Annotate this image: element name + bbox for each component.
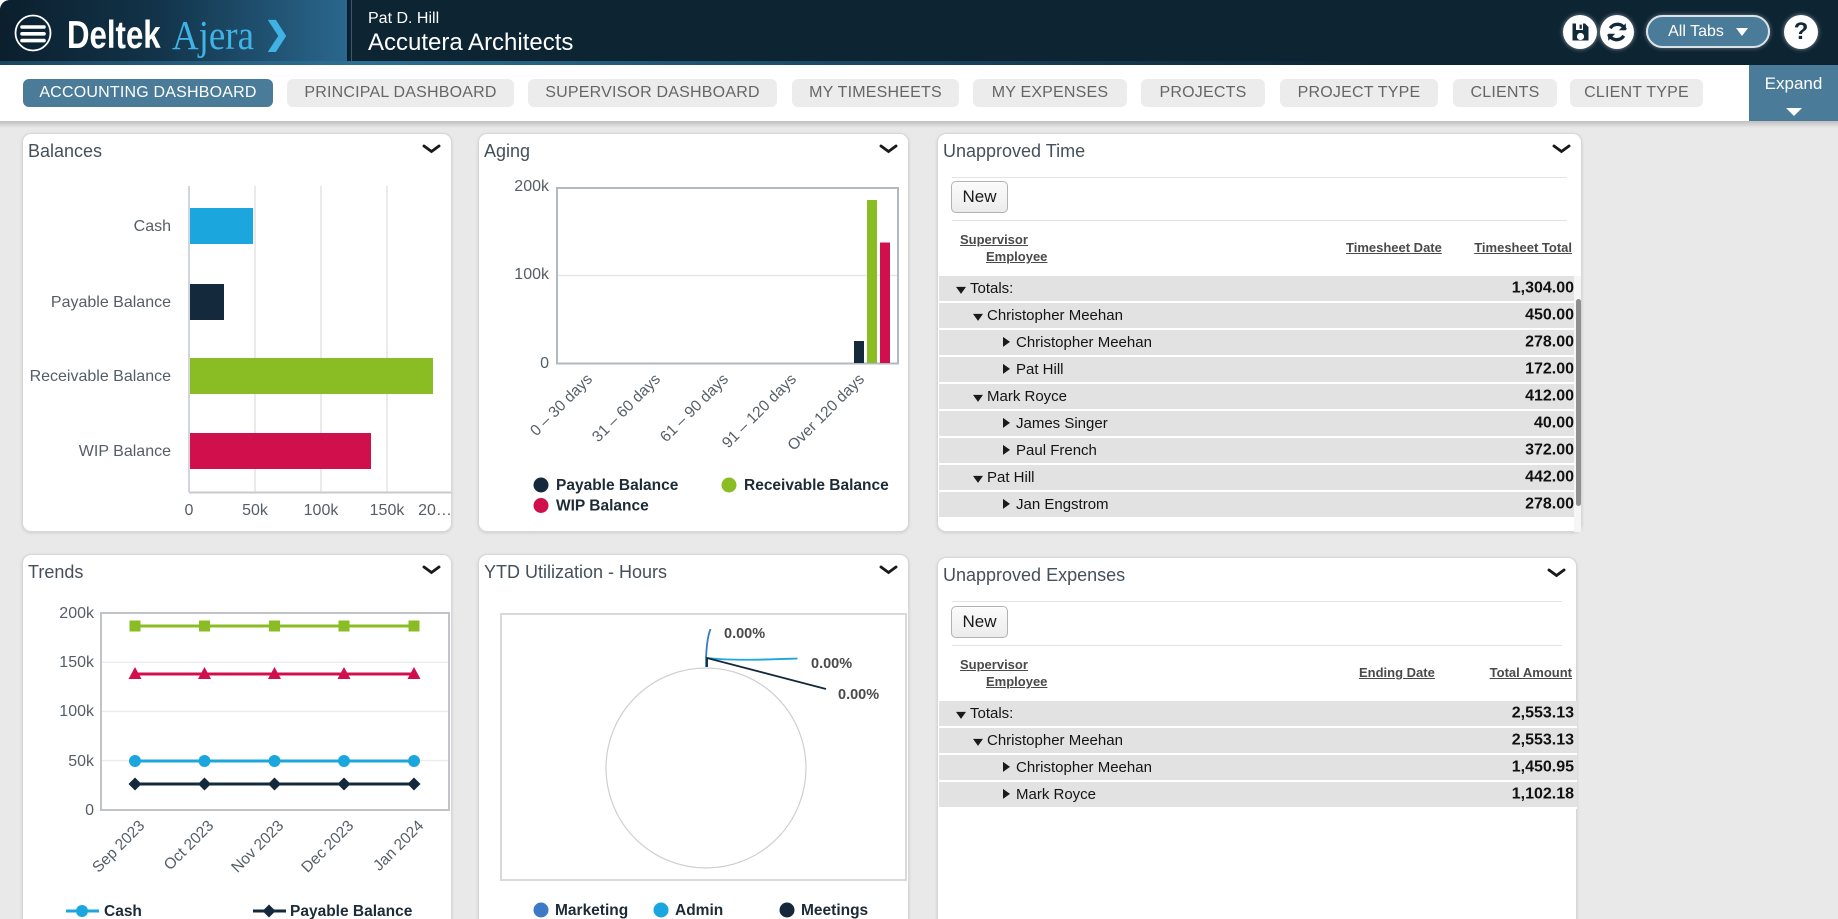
svg-text:200k: 200k [514,178,550,195]
svg-text:Sep 2023: Sep 2023 [89,817,148,876]
svg-text:Receivable Balance: Receivable Balance [30,368,172,385]
svg-text:Nov 2023: Nov 2023 [228,817,287,876]
svg-text:Dec 2023: Dec 2023 [298,817,357,876]
svg-text:31 – 60 days: 31 – 60 days [589,371,664,446]
svg-text:20…: 20… [418,502,451,519]
svg-text:0.00%: 0.00% [724,626,765,642]
svg-text:150k: 150k [59,654,95,671]
svg-text:61 – 90 days: 61 – 90 days [657,371,732,446]
svg-text:Admin: Admin [675,902,723,919]
svg-text:WIP Balance: WIP Balance [79,443,171,460]
svg-text:WIP Balance: WIP Balance [556,498,649,515]
svg-text:0: 0 [185,502,194,519]
svg-text:Payable Balance: Payable Balance [290,903,413,919]
svg-text:100k: 100k [59,703,95,720]
svg-text:100k: 100k [304,502,340,519]
svg-text:200k: 200k [59,605,95,622]
svg-text:Jan 2024: Jan 2024 [370,817,427,874]
svg-text:50k: 50k [68,753,95,770]
svg-text:Payable Balance: Payable Balance [556,477,679,494]
svg-text:Meetings: Meetings [801,902,868,919]
svg-text:100k: 100k [514,266,550,283]
svg-text:50k: 50k [242,502,269,519]
svg-text:Marketing: Marketing [555,902,628,919]
svg-text:Oct 2023: Oct 2023 [161,817,218,874]
svg-text:0: 0 [540,355,549,372]
svg-text:Cash: Cash [104,903,142,919]
svg-text:150k: 150k [370,502,406,519]
svg-text:Receivable Balance: Receivable Balance [744,477,889,494]
svg-text:0: 0 [85,802,94,819]
svg-text:0.00%: 0.00% [838,687,879,703]
svg-text:Cash: Cash [134,218,171,235]
svg-text:Payable Balance: Payable Balance [51,294,171,311]
svg-text:0.00%: 0.00% [811,656,852,672]
svg-text:0 – 30 days: 0 – 30 days [527,371,596,440]
